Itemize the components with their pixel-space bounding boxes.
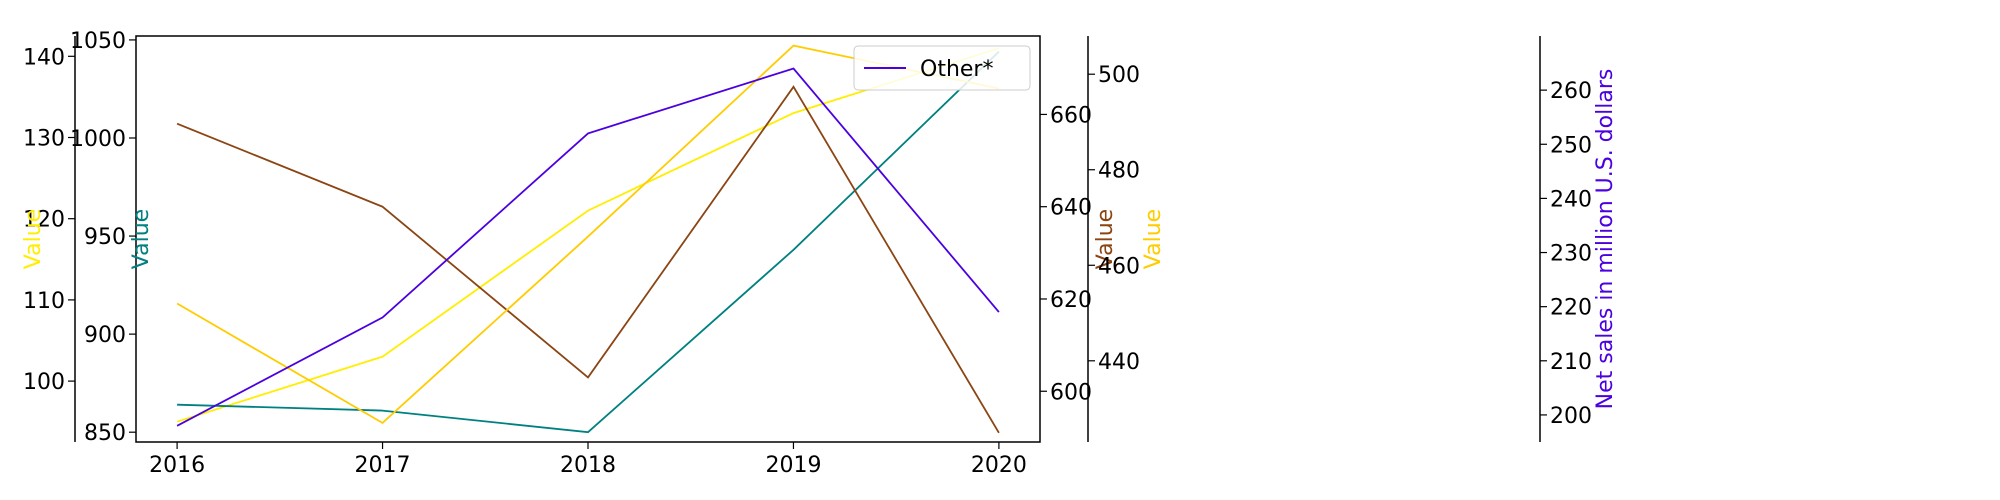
y-tick-label: 440 [1098, 350, 1140, 375]
legend-box [853, 45, 1031, 91]
y-axis-label: Net sales in million U.S. dollars [1593, 69, 1618, 410]
y-tick-label: 230 [1550, 242, 1592, 267]
y-tick-label: 130 [23, 127, 65, 152]
series-line [176, 44, 1000, 425]
series-line [176, 47, 1000, 423]
x-tick-label: 2019 [765, 453, 821, 478]
y-tick-label: 460 [1098, 254, 1140, 279]
series-line [176, 67, 1000, 427]
legend-entry: Other* [920, 57, 993, 82]
legend: Other* [853, 45, 1031, 91]
y-axis-label: Value [21, 209, 46, 269]
y-tick-label: 600 [1050, 380, 1092, 405]
y-tick-label: 140 [23, 45, 65, 70]
y-tick-label: 1000 [70, 127, 126, 152]
y-tick-label: 120 [23, 208, 65, 233]
y-tick-label: 480 [1098, 159, 1140, 184]
series-line [177, 51, 1000, 434]
y-tick-label: 950 [84, 225, 126, 250]
y-tick-label: 100 [23, 370, 65, 395]
y-tick-label: 1050 [70, 29, 126, 54]
y-tick-label: 620 [1050, 288, 1092, 313]
series-layer [176, 44, 1000, 434]
y-tick-label: 220 [1550, 296, 1592, 321]
y-tick-label: 660 [1050, 103, 1092, 128]
y-axis-label: Value [1141, 209, 1166, 269]
y-tick-label: 200 [1550, 404, 1592, 429]
y-tick-label: 240 [1550, 187, 1592, 212]
x-tick-label: 2020 [971, 453, 1027, 478]
y-tick-label: 500 [1098, 63, 1140, 88]
x-tick-label: 2016 [149, 453, 205, 478]
axes-layer: 2016 2017 2018 2019 2020 100 110 120 130 140 Value… [21, 29, 1618, 478]
y-tick-label: 250 [1550, 133, 1592, 158]
y-tick-label: 260 [1550, 79, 1592, 104]
y-tick-label: 210 [1550, 350, 1592, 375]
x-tick-label: 2018 [560, 453, 616, 478]
plot-frame [135, 35, 1041, 443]
y-axis-label: Value [1093, 209, 1118, 269]
y-tick-label: 900 [84, 323, 126, 348]
y-tick-label: 640 [1050, 196, 1092, 221]
y-tick-label: 110 [23, 289, 65, 314]
y-axis-label: Value [129, 209, 154, 269]
y-tick-label: 850 [84, 421, 126, 446]
series-line [176, 85, 1000, 434]
x-tick-label: 2017 [355, 453, 411, 478]
